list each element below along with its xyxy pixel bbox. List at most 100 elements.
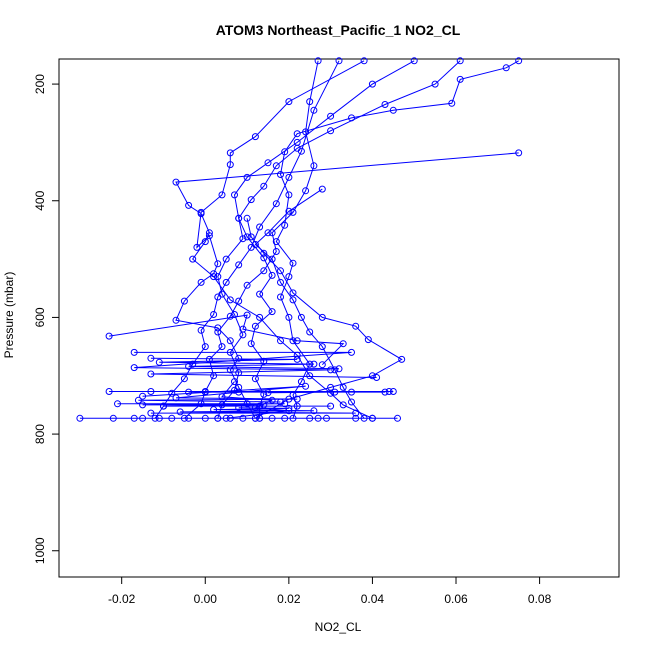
data-point <box>210 273 218 281</box>
data-point <box>331 388 339 396</box>
data-point <box>214 328 222 336</box>
data-point <box>139 414 147 422</box>
data-point <box>243 311 251 319</box>
data-point <box>172 316 180 324</box>
data-point <box>352 409 360 417</box>
data-point <box>281 221 289 229</box>
data-point <box>318 313 326 321</box>
data-point <box>381 101 389 108</box>
data-point <box>185 362 193 370</box>
data-point <box>318 343 326 351</box>
data-point <box>310 162 318 170</box>
y-axis: 200 400 600 800 1000 <box>33 74 59 564</box>
x-tick-label: 0.06 <box>444 592 468 606</box>
data-point <box>352 322 360 330</box>
data-point <box>147 388 155 395</box>
data-point <box>185 201 193 209</box>
data-point <box>289 296 297 304</box>
series-3 <box>214 57 418 422</box>
data-point <box>272 162 280 170</box>
data-point <box>201 343 209 351</box>
data-point <box>172 178 180 186</box>
data-point <box>243 233 251 241</box>
series-layer <box>76 57 523 422</box>
data-point <box>352 414 360 422</box>
data-point <box>318 361 326 369</box>
data-point <box>231 378 238 386</box>
data-point <box>251 133 259 141</box>
series-18 <box>218 378 293 422</box>
data-point <box>222 414 230 422</box>
data-point <box>394 414 401 422</box>
data-point <box>389 388 397 395</box>
data-point <box>235 297 243 305</box>
data-point <box>285 207 293 215</box>
y-tick-label: 1000 <box>33 537 47 564</box>
data-point <box>147 409 155 417</box>
data-point <box>218 393 226 401</box>
series-line <box>117 403 331 407</box>
data-point <box>389 106 397 114</box>
series-12 <box>147 354 343 373</box>
data-point <box>327 112 335 120</box>
data-point <box>285 313 293 321</box>
data-point <box>289 259 297 267</box>
data-point <box>302 382 310 390</box>
data-point <box>197 278 205 286</box>
data-point <box>285 191 293 199</box>
data-point <box>210 311 218 318</box>
data-point <box>231 191 238 199</box>
data-point <box>268 414 276 422</box>
data-point <box>185 414 193 422</box>
series-line <box>109 314 345 366</box>
series-2 <box>151 57 343 422</box>
data-point <box>272 238 280 246</box>
data-point <box>214 414 222 422</box>
data-point <box>431 80 439 88</box>
data-point <box>515 57 523 65</box>
data-point <box>218 191 226 199</box>
data-point <box>226 337 234 345</box>
data-point <box>306 372 314 380</box>
data-point <box>327 383 335 391</box>
data-point <box>260 254 268 262</box>
data-point <box>327 366 335 374</box>
series-17 <box>147 404 360 417</box>
data-point <box>410 57 418 65</box>
data-point <box>205 229 213 237</box>
data-point <box>348 114 355 122</box>
data-point <box>502 64 510 72</box>
data-point <box>515 149 523 157</box>
data-point <box>327 127 335 135</box>
data-point <box>335 365 343 373</box>
data-point <box>235 214 243 222</box>
data-point <box>285 407 293 415</box>
data-point <box>293 337 301 345</box>
data-point <box>310 360 318 368</box>
series-line <box>238 60 461 419</box>
data-point <box>310 407 318 415</box>
data-point <box>193 243 201 251</box>
data-point <box>260 182 268 190</box>
data-point <box>256 290 264 298</box>
data-point <box>147 354 155 362</box>
data-point <box>76 414 84 422</box>
data-point <box>281 148 289 156</box>
data-point <box>214 324 222 332</box>
data-point <box>456 75 464 83</box>
series-line <box>246 218 403 419</box>
plot-frame <box>58 58 620 578</box>
data-point <box>339 401 347 409</box>
data-point <box>268 308 276 316</box>
data-point <box>293 130 301 138</box>
data-point <box>348 348 355 356</box>
data-point <box>289 289 297 297</box>
data-point <box>218 290 226 298</box>
data-point <box>277 398 284 406</box>
y-tick-label: 800 <box>33 424 47 444</box>
data-point <box>109 414 117 422</box>
data-point <box>277 278 284 286</box>
series-line <box>275 60 519 419</box>
data-point <box>251 404 259 412</box>
data-point <box>260 249 268 257</box>
